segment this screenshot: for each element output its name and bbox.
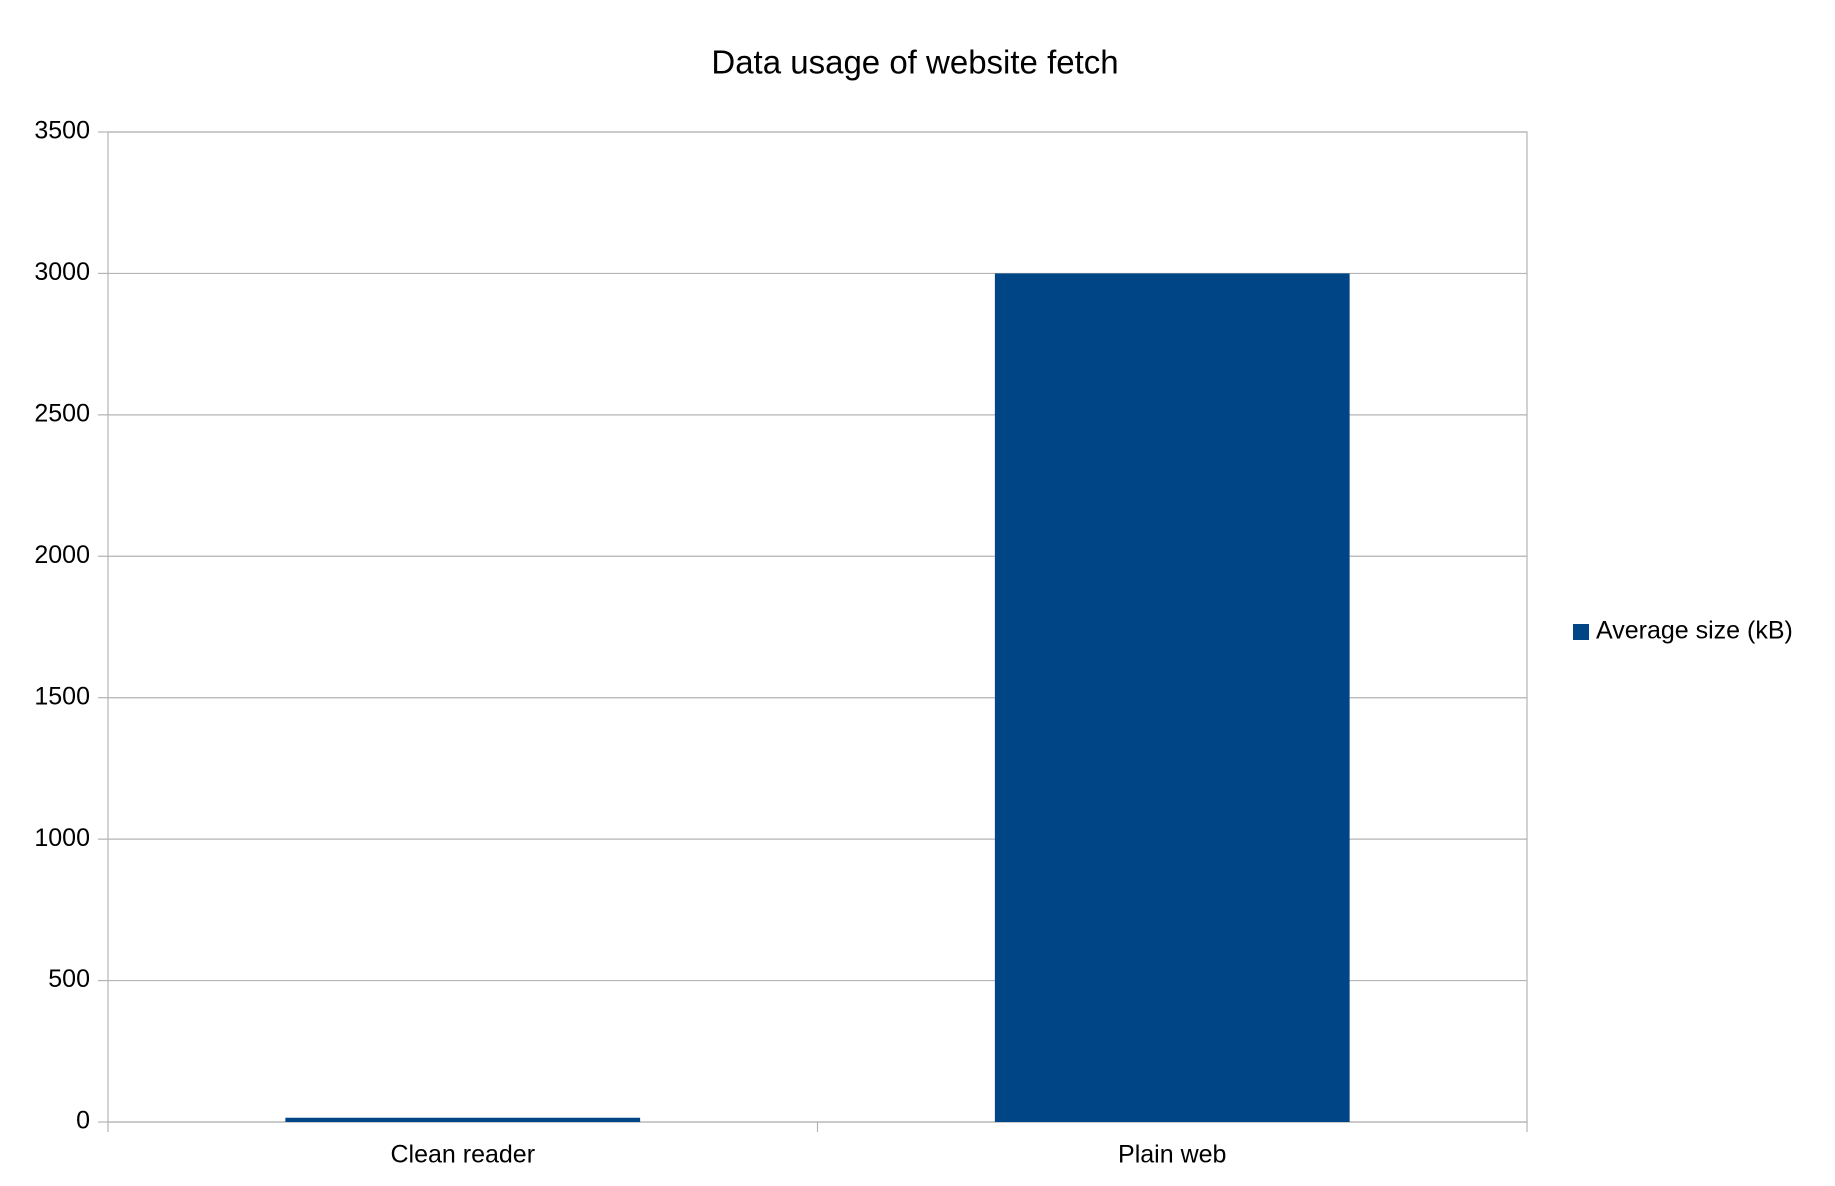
bar bbox=[285, 1117, 641, 1122]
x-tick-label: Plain web bbox=[1118, 1141, 1226, 1169]
y-tick-label: 1500 bbox=[34, 682, 90, 710]
y-tick-label: 3000 bbox=[34, 258, 90, 286]
y-tick-label: 1000 bbox=[34, 824, 90, 852]
y-tick-label: 0 bbox=[76, 1107, 90, 1135]
y-tick-label: 3500 bbox=[34, 117, 90, 145]
y-tick-label: 2000 bbox=[34, 541, 90, 569]
y-tick-label: 2500 bbox=[34, 399, 90, 427]
bar bbox=[994, 273, 1350, 1122]
legend-label: Average size (kB) bbox=[1596, 617, 1793, 645]
legend-swatch bbox=[1573, 624, 1589, 640]
chart-title: Data usage of website fetch bbox=[711, 44, 1118, 81]
y-tick-label: 500 bbox=[48, 965, 90, 993]
x-tick-label: Clean reader bbox=[390, 1141, 535, 1169]
